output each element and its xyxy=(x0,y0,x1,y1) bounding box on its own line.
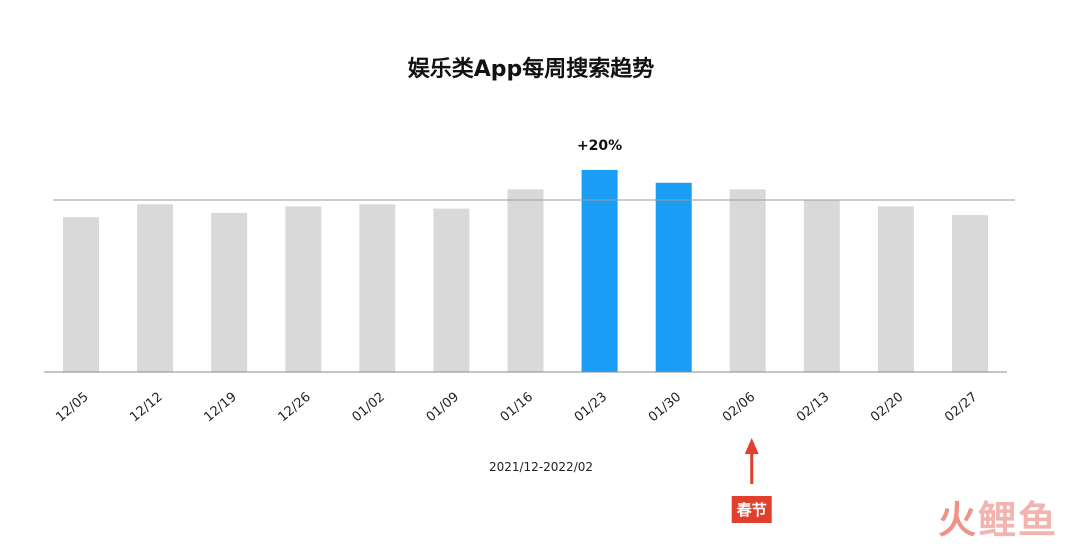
x-tick-label: 02/27 xyxy=(942,390,980,426)
bar xyxy=(137,204,174,372)
bar xyxy=(803,200,840,372)
x-tick-label: 01/02 xyxy=(350,390,388,426)
bar xyxy=(877,206,914,372)
bar xyxy=(359,204,396,372)
watermark-char: 鲤 xyxy=(977,498,1016,542)
bar xyxy=(285,206,322,372)
x-tick-label: 12/19 xyxy=(201,390,239,426)
bars-group xyxy=(63,169,988,373)
x-tick-label: 01/30 xyxy=(646,390,684,426)
bar xyxy=(507,189,544,373)
x-tick-label: 02/20 xyxy=(868,390,906,426)
watermark-char: 鱼 xyxy=(1017,498,1056,542)
annotation-label: 春节 xyxy=(737,501,767,519)
bar xyxy=(581,169,618,372)
watermark-char: 火 xyxy=(937,498,976,542)
bar xyxy=(63,217,99,372)
x-tick-label: 12/05 xyxy=(53,390,91,426)
bar xyxy=(729,189,766,373)
x-tick-label: 01/16 xyxy=(498,390,536,426)
arrow-head xyxy=(744,438,759,454)
chart-title: 娱乐类App每周搜索趋势 xyxy=(408,56,655,82)
x-tick-label: 12/12 xyxy=(127,390,165,426)
x-axis-label: 2021/12-2022/02 xyxy=(489,460,593,474)
x-tick-label: 12/26 xyxy=(275,390,313,426)
data-label: +20% xyxy=(577,138,622,154)
watermark-logo: 火 鲤 鱼 xyxy=(938,501,1056,539)
annotations: +20% 春节 xyxy=(577,138,772,523)
x-tick-label: 02/13 xyxy=(794,390,832,426)
x-tick-labels: 12/05 12/12 12/19 12/26 01/02 01/09 01/16 01/23… xyxy=(53,390,980,426)
x-tick-label: 01/09 xyxy=(424,390,462,426)
x-tick-label: 02/06 xyxy=(720,390,758,426)
bar xyxy=(433,208,470,372)
bar xyxy=(211,212,248,372)
bar xyxy=(655,182,692,372)
annotation-badge xyxy=(731,496,772,523)
x-tick-label: 01/23 xyxy=(572,390,610,426)
bar xyxy=(952,215,988,372)
